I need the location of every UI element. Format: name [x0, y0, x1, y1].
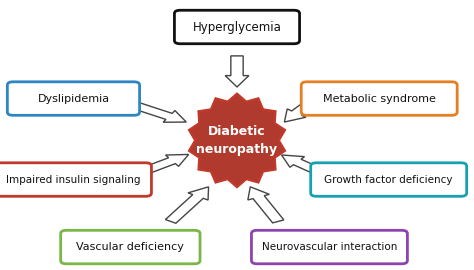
- Polygon shape: [284, 103, 312, 122]
- FancyBboxPatch shape: [61, 230, 200, 264]
- Polygon shape: [165, 187, 209, 223]
- FancyBboxPatch shape: [7, 82, 140, 115]
- FancyBboxPatch shape: [174, 10, 300, 44]
- FancyBboxPatch shape: [301, 82, 457, 115]
- FancyBboxPatch shape: [251, 230, 407, 264]
- Text: Neurovascular interaction: Neurovascular interaction: [262, 242, 397, 252]
- Text: Growth factor deficiency: Growth factor deficiency: [324, 174, 453, 185]
- Polygon shape: [144, 154, 189, 173]
- Text: Vascular deficiency: Vascular deficiency: [76, 242, 184, 252]
- Polygon shape: [189, 93, 285, 188]
- Text: Dyslipidemia: Dyslipidemia: [37, 93, 109, 104]
- Polygon shape: [248, 187, 284, 223]
- Text: Diabetic
neuropathy: Diabetic neuropathy: [196, 125, 278, 156]
- Text: Metabolic syndrome: Metabolic syndrome: [323, 93, 436, 104]
- Polygon shape: [132, 102, 186, 122]
- FancyBboxPatch shape: [0, 163, 152, 196]
- FancyBboxPatch shape: [311, 163, 466, 196]
- Text: Hyperglycemia: Hyperglycemia: [192, 21, 282, 33]
- Polygon shape: [282, 155, 320, 173]
- Polygon shape: [225, 56, 249, 87]
- Polygon shape: [192, 96, 282, 184]
- Text: Impaired insulin signaling: Impaired insulin signaling: [6, 174, 141, 185]
